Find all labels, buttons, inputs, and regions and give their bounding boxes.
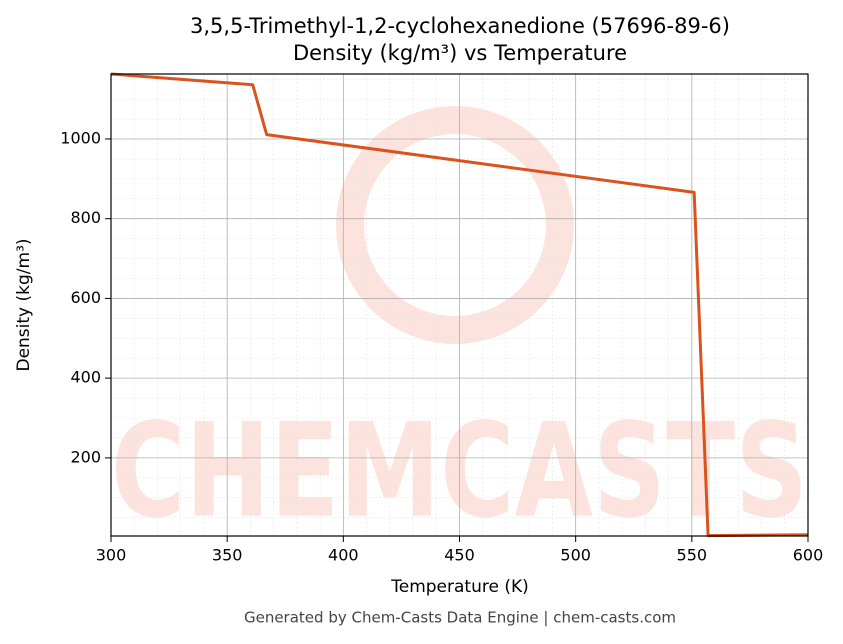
x-tick-label: 450 bbox=[444, 546, 475, 565]
x-tick-label: 300 bbox=[96, 546, 127, 565]
x-tick-label: 500 bbox=[560, 546, 591, 565]
y-tick-label: 400 bbox=[70, 368, 101, 387]
x-tick-label: 400 bbox=[328, 546, 359, 565]
y-tick-label: 800 bbox=[70, 208, 101, 227]
plot-frame bbox=[110, 73, 809, 537]
y-tick-label: 1000 bbox=[60, 128, 101, 147]
x-tick-label: 600 bbox=[793, 546, 824, 565]
footer: Generated by Chem-Casts Data Engine | ch… bbox=[244, 609, 676, 627]
x-tick-label: 350 bbox=[212, 546, 243, 565]
chart-subtitle: Density (kg/m³) vs Temperature bbox=[293, 41, 627, 65]
watermark-ring bbox=[336, 106, 574, 344]
y-tick-label: 600 bbox=[70, 288, 101, 307]
y-tick-label: 200 bbox=[70, 447, 101, 466]
chart-title: 3,5,5-Trimethyl-1,2-cyclohexanedione (57… bbox=[190, 14, 730, 38]
x-tick-label: 550 bbox=[677, 546, 708, 565]
x-axis-label: Temperature (K) bbox=[390, 577, 529, 597]
y-axis-label: Density (kg/m³) bbox=[14, 238, 34, 371]
